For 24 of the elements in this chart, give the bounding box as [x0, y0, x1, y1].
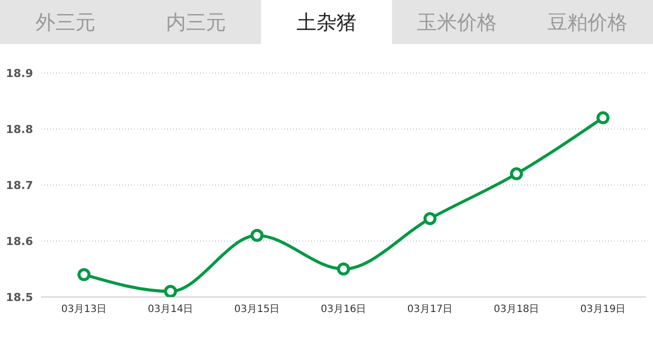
y-tick-label: 18.5	[6, 290, 33, 304]
x-tick-label: 03月15日	[234, 304, 280, 316]
x-tick-label: 03月19日	[580, 304, 626, 316]
y-tick-label: 18.6	[6, 234, 34, 248]
x-tick-label: 03月16日	[320, 304, 366, 316]
text: 内三元	[164, 9, 227, 36]
text: 豆粕价格	[546, 9, 629, 36]
x-tick-label: 03月13日	[61, 304, 107, 316]
chart-title: 土杂猪	[261, 0, 392, 44]
x-tick-label: 03月17日	[407, 304, 453, 316]
point	[250, 228, 264, 242]
text: 外三元	[34, 9, 96, 36]
text: 玉米价格	[416, 9, 498, 36]
x-tick-label: 03月18日	[494, 304, 540, 316]
y-tick-label: 18.9	[6, 66, 33, 80]
point	[164, 284, 177, 297]
point	[510, 167, 523, 180]
point	[337, 262, 350, 276]
point	[78, 268, 90, 282]
x-tick-label: 03月14日	[148, 304, 194, 316]
y-tick-label: 18.7	[6, 178, 33, 192]
y-tick-label: 18.8	[6, 122, 33, 136]
point	[424, 212, 436, 226]
point	[596, 111, 610, 124]
